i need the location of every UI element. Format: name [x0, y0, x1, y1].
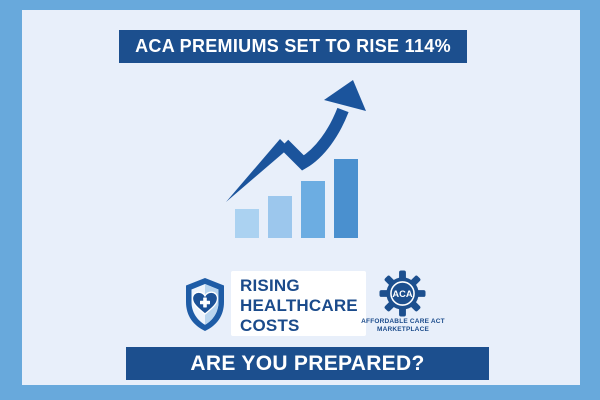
header-banner: ACA PREMIUMS SET TO RISE 114%	[119, 30, 467, 63]
aca-caption-line-2: MARKETPLACE	[376, 325, 430, 333]
aca-gear-icon: ACA	[379, 270, 426, 317]
growth-arrow-icon	[226, 80, 366, 202]
healthcare-shield-icon	[186, 278, 224, 331]
costs-line-2: HEALTHCARE	[240, 296, 358, 315]
footer-banner: ARE YOU PREPARED?	[126, 347, 489, 380]
bar-chart	[226, 80, 366, 238]
costs-line-3: COSTS	[240, 316, 300, 335]
chart-bars	[235, 159, 358, 238]
rising-costs-card: RISING HEALTHCARE COSTS	[231, 271, 366, 336]
chart-bar-1	[235, 209, 259, 238]
footer-banner-text: ARE YOU PREPARED?	[190, 351, 425, 375]
header-banner-text: ACA PREMIUMS SET TO RISE 114%	[135, 36, 451, 56]
aca-marketplace-caption: AFFORDABLE CARE ACT MARKETPLACE	[360, 318, 446, 333]
costs-line-1: RISING	[240, 276, 300, 295]
aca-caption-line-1: AFFORDABLE CARE ACT	[361, 318, 445, 325]
chart-bar-3	[301, 181, 325, 238]
medical-cross-icon	[200, 297, 210, 308]
aca-gear-label: ACA	[392, 289, 412, 299]
chart-bar-2	[268, 196, 292, 238]
chart-bar-4	[334, 159, 358, 238]
